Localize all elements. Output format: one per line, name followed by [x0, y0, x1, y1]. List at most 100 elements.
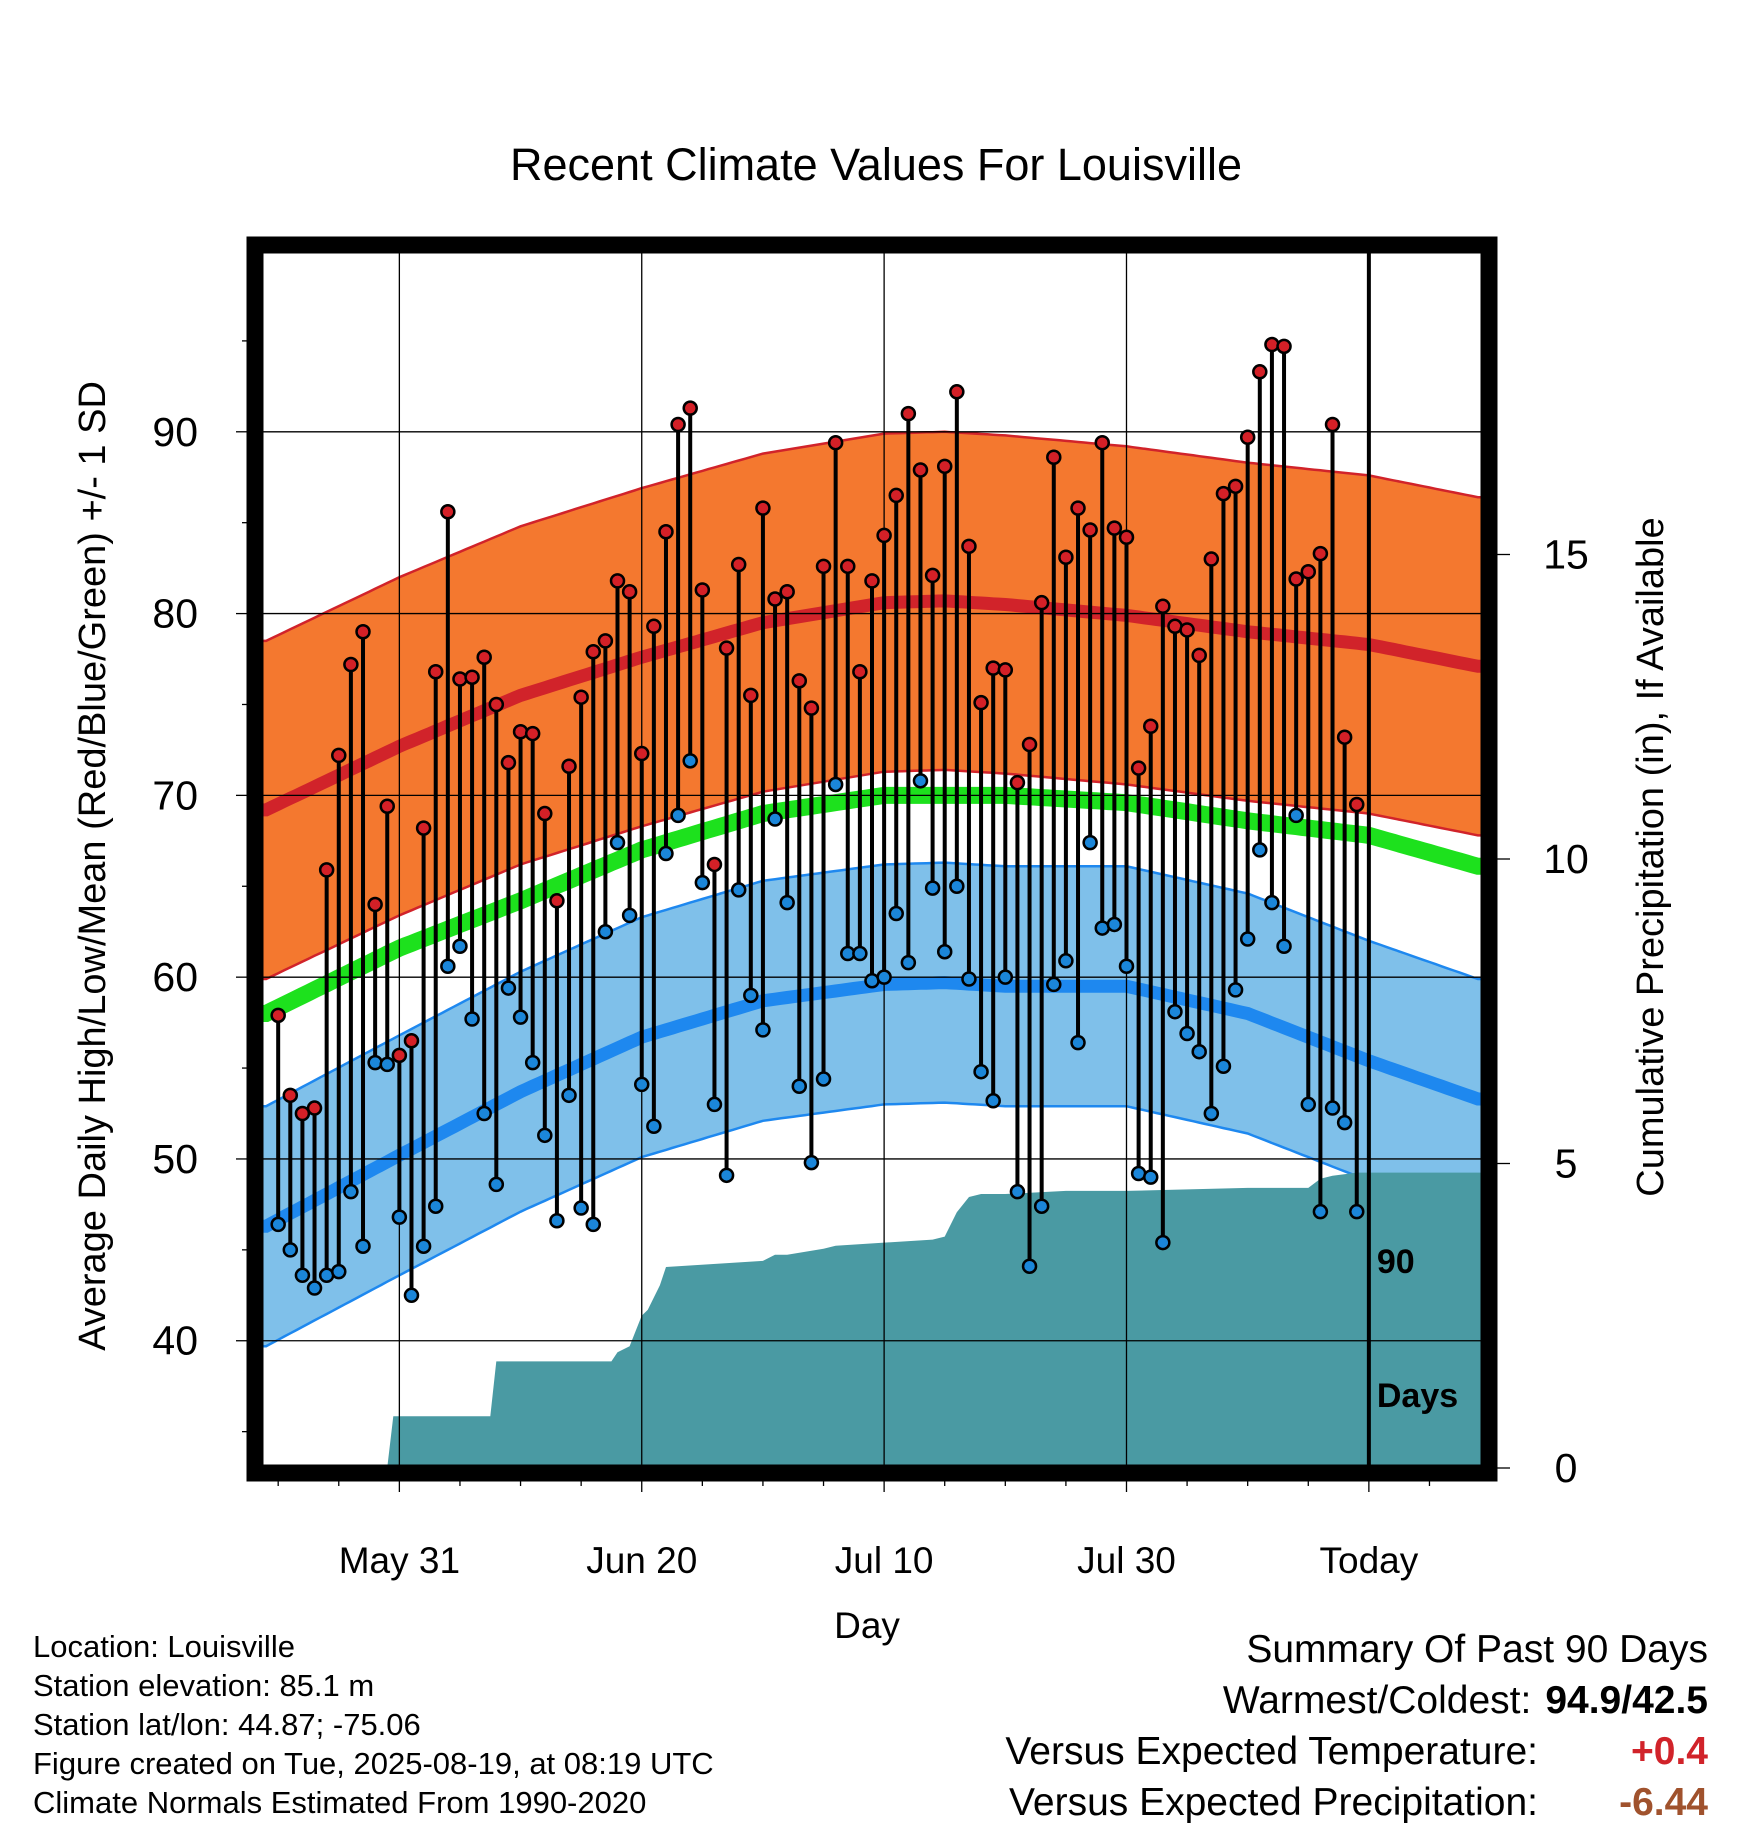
daily-high-point	[973, 694, 989, 711]
daily-high-point	[1252, 364, 1268, 380]
daily-low-point	[464, 1011, 480, 1027]
daily-high-point	[1155, 598, 1171, 615]
daily-low-point	[1167, 1003, 1183, 1020]
daily-low-point	[1288, 807, 1304, 824]
daily-low-point	[1179, 1025, 1195, 1042]
daily-low-point	[549, 1213, 565, 1229]
daily-high-point	[1033, 594, 1050, 611]
x-axis-title: Day	[834, 1605, 900, 1646]
warmest-row: Warmest/Coldest: 94.9/42.5	[1005, 1675, 1708, 1726]
daily-high-point	[561, 758, 577, 775]
y-tick-label: 90	[152, 409, 198, 455]
daily-high-point	[1264, 336, 1280, 353]
daily-high-point	[1009, 774, 1026, 791]
daily-high-point	[452, 671, 468, 687]
daily-low-point	[670, 807, 686, 824]
daily-low-point	[1300, 1096, 1317, 1113]
created-text: Figure created on Tue, 2025-08-19, at 08…	[33, 1746, 714, 1781]
daily-high-point	[1179, 622, 1195, 638]
daily-low-point	[924, 880, 941, 896]
warmest-value: 94.9/42.5	[1545, 1679, 1708, 1722]
daily-high-point	[621, 584, 638, 600]
x-tick-label: Jul 30	[1077, 1540, 1176, 1581]
daily-high-point	[827, 434, 844, 451]
daily-high-point	[888, 487, 904, 504]
daily-high-point	[549, 893, 565, 909]
daily-high-point	[427, 664, 444, 680]
daily-high-point	[755, 500, 771, 516]
daily-low-point	[1276, 938, 1292, 955]
temp-label: Versus Expected Temperature:	[1005, 1730, 1538, 1773]
daily-low-point	[452, 938, 468, 955]
daily-low-point	[900, 954, 917, 971]
summary-title: Summary Of Past 90 Days	[1246, 1628, 1708, 1671]
daily-low-point	[949, 878, 965, 895]
daily-high-point	[1106, 520, 1123, 536]
daily-low-point	[791, 1078, 808, 1094]
daily-low-point	[512, 1009, 529, 1025]
precip-row: Versus Expected Precipitation: -6.44	[1005, 1777, 1708, 1828]
daily-high-point	[1288, 571, 1304, 587]
daily-low-point	[1021, 1258, 1038, 1274]
daily-low-point	[912, 773, 929, 789]
daily-high-point	[464, 669, 480, 685]
daily-low-point	[973, 1063, 989, 1080]
daily-high-point	[730, 556, 747, 573]
y2-tick-label: 0	[1555, 1445, 1578, 1491]
daily-low-point	[367, 1054, 383, 1071]
daily-low-point	[331, 1263, 347, 1280]
daily-low-point	[827, 776, 844, 793]
y-tick-label: 70	[152, 772, 198, 818]
daily-high-point	[270, 1007, 286, 1024]
daily-high-point	[1130, 760, 1147, 776]
daily-low-point	[1349, 1203, 1365, 1220]
temp-row: Versus Expected Temperature: +0.4	[1005, 1726, 1708, 1777]
daily-high-point	[1324, 416, 1341, 433]
daily-low-point	[306, 1280, 323, 1296]
window-label-number: 90	[1377, 1243, 1415, 1281]
daily-high-point	[767, 591, 783, 607]
daily-low-point	[585, 1216, 602, 1233]
daily-low-point	[876, 969, 892, 985]
daily-high-point	[391, 1047, 408, 1064]
daily-low-point	[343, 1183, 359, 1200]
plot-frame	[246, 236, 1498, 1482]
daily-high-point	[1070, 500, 1086, 516]
daily-high-point	[367, 896, 383, 913]
daily-high-point	[1142, 718, 1159, 735]
daily-low-point	[561, 1087, 577, 1104]
daily-low-point	[537, 1127, 553, 1144]
daily-high-point	[1118, 529, 1135, 545]
daily-low-point	[1033, 1198, 1050, 1214]
daily-high-point	[1276, 338, 1292, 355]
daily-high-point	[1349, 796, 1365, 813]
daily-high-point	[718, 640, 735, 656]
daily-low-point	[936, 943, 953, 960]
station-info: Location: Louisville Station elevation: …	[33, 1627, 714, 1822]
daily-low-point	[646, 1118, 662, 1134]
daily-low-point	[997, 969, 1014, 985]
daily-high-point	[597, 633, 614, 649]
precip-label: Versus Expected Precipitation:	[1009, 1781, 1538, 1824]
daily-high-point	[1191, 647, 1207, 664]
latlon-text: Station lat/lon: 44.87; -75.06	[33, 1707, 421, 1742]
daily-high-point	[924, 567, 941, 584]
low-normal-band	[260, 862, 1484, 1347]
daily-low-point	[597, 923, 614, 940]
daily-low-point	[1142, 1169, 1159, 1185]
daily-low-point	[694, 874, 711, 891]
daily-low-point	[1106, 916, 1123, 933]
daily-low-point	[427, 1198, 444, 1214]
daily-high-point	[1300, 564, 1317, 580]
daily-low-point	[1324, 1100, 1341, 1116]
daily-low-point	[1312, 1203, 1329, 1220]
daily-low-point	[403, 1287, 420, 1304]
daily-high-point	[803, 700, 820, 716]
daily-low-point	[1082, 834, 1098, 851]
daily-low-point	[658, 845, 674, 862]
daily-low-point	[573, 1200, 589, 1216]
daily-high-point	[912, 462, 929, 478]
daily-high-point	[985, 660, 1001, 676]
x-tick-label: Jun 20	[586, 1540, 697, 1581]
daily-low-point	[852, 945, 868, 962]
